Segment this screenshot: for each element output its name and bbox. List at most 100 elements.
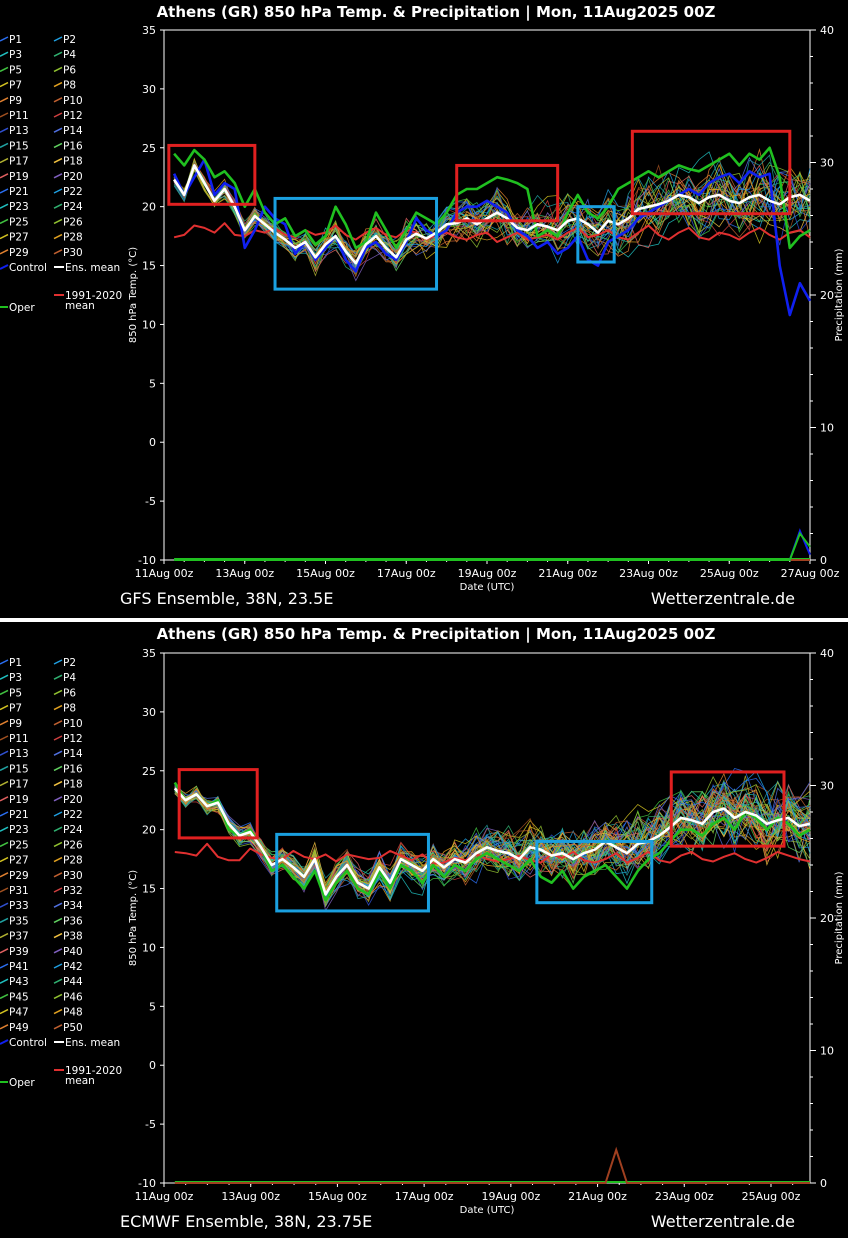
x-tick-label: 15Aug 00z xyxy=(296,567,355,580)
legend-swatch xyxy=(53,249,63,255)
legend-item: P14 xyxy=(63,125,83,137)
legend-swatch xyxy=(53,780,63,787)
annotation-box-5 xyxy=(630,129,792,216)
legend-item: P38 xyxy=(63,931,83,943)
legend-swatch xyxy=(0,233,9,240)
legend-swatch xyxy=(0,142,9,149)
legend-item: P37 xyxy=(9,931,29,943)
legend-item: P32 xyxy=(63,885,83,897)
legend-item: P1 xyxy=(9,34,22,46)
legend-swatch xyxy=(0,948,9,954)
legend-swatch xyxy=(53,112,63,118)
y-tick-label: 35 xyxy=(142,647,156,660)
legend-item: P29 xyxy=(9,870,29,882)
legend-item: P1 xyxy=(9,657,22,669)
legend-item: P50 xyxy=(63,1022,83,1034)
annotation-box-2 xyxy=(273,196,439,291)
legend-item: P47 xyxy=(9,1007,29,1019)
legend-swatch xyxy=(0,917,9,924)
legend-item: P5 xyxy=(9,687,22,699)
y-axis-label: 850 hPa Temp. (°C) xyxy=(128,870,139,966)
legend-ens-mean: Ens. mean xyxy=(65,262,120,274)
legend-swatch xyxy=(53,233,63,240)
legend-item: P21 xyxy=(9,186,29,198)
legend-item: P5 xyxy=(9,64,22,76)
legend-swatch xyxy=(53,127,63,133)
y-tick-label: 5 xyxy=(149,1000,156,1013)
legend-item: P25 xyxy=(9,216,29,228)
legend-swatch xyxy=(53,157,63,164)
legend-swatch xyxy=(0,720,9,726)
legend-item: P46 xyxy=(63,991,83,1003)
legend-item: P40 xyxy=(63,946,83,958)
legend-item: P30 xyxy=(63,870,83,882)
y-axis-label: 850 hPa Temp. (°C) xyxy=(128,247,139,343)
legend-swatch xyxy=(53,142,63,149)
legend-swatch xyxy=(53,81,63,88)
member-line-p29 xyxy=(173,164,811,271)
legend: P1 P2 P3 P4 P5 P6 P7 P8 P9 P10 P11 P12 P13 P14 P15 P16 P… xyxy=(0,657,122,1089)
climatology-mean-line xyxy=(173,222,811,243)
legend-clim-line1: 1991-2020 xyxy=(65,290,122,302)
legend-swatch xyxy=(53,917,63,924)
legend-clim-line2: mean xyxy=(65,1075,95,1087)
legend-swatch xyxy=(0,173,9,179)
legend-swatch xyxy=(0,218,9,225)
legend-clim-mean: 1991-2020 mean xyxy=(65,290,122,312)
y-tick-label: 0 xyxy=(149,1059,156,1072)
legend-item: P6 xyxy=(63,687,76,699)
y2-tick-label: 40 xyxy=(820,647,834,660)
legend-swatch xyxy=(0,81,9,88)
legend-swatch xyxy=(53,203,63,209)
legend-swatch xyxy=(0,856,9,863)
legend-item: P43 xyxy=(9,976,29,988)
legend-item: P36 xyxy=(63,915,83,927)
y-tick-label: 15 xyxy=(142,260,156,273)
legend-item: P28 xyxy=(63,232,83,244)
legend-swatch xyxy=(0,1024,9,1030)
legend-swatch xyxy=(0,780,9,787)
legend-swatch xyxy=(53,704,63,711)
legend-item: P48 xyxy=(63,1007,83,1019)
ensemble-members xyxy=(174,768,811,912)
legend-item: P24 xyxy=(63,201,83,213)
annotation-box-1 xyxy=(177,768,259,840)
legend-item: P29 xyxy=(9,247,29,259)
legend-swatch xyxy=(0,97,9,103)
footer-source: Wetterzentrale.de xyxy=(651,1212,795,1231)
legend-item: P26 xyxy=(63,839,83,851)
legend-swatch xyxy=(0,36,9,42)
legend-swatch xyxy=(0,1039,9,1045)
legend-swatch xyxy=(53,902,63,908)
legend-swatch xyxy=(53,750,63,756)
x-tick-label: 23Aug 00z xyxy=(655,1190,714,1203)
legend-swatch xyxy=(0,811,9,817)
legend-control: Control xyxy=(9,1037,47,1049)
x-tick-label: 19Aug 00z xyxy=(481,1190,540,1203)
legend-item: P16 xyxy=(63,763,83,775)
x-tick-label: 13Aug 00z xyxy=(215,567,274,580)
legend-swatch xyxy=(0,51,9,57)
chart-title: Athens (GR) 850 hPa Temp. & Precipitatio… xyxy=(157,625,716,644)
legend-oper: Oper xyxy=(9,302,35,314)
y-tick-label: 15 xyxy=(142,883,156,896)
x-tick-label: 25Aug 00z xyxy=(742,1190,801,1203)
legend-swatch xyxy=(0,249,9,255)
legend-swatch xyxy=(53,932,63,939)
gfs-chart: Athens (GR) 850 hPa Temp. & Precipitatio… xyxy=(0,3,845,608)
legend-swatch xyxy=(0,127,9,133)
ecmwf-chart-panel: Athens (GR) 850 hPa Temp. & Precipitatio… xyxy=(0,622,848,1238)
legend-item: P41 xyxy=(9,961,29,973)
precip-oper-line xyxy=(174,531,811,561)
legend-item: P7 xyxy=(9,80,22,92)
legend-swatch xyxy=(0,993,9,1000)
legend-item: P10 xyxy=(63,718,83,730)
member-line-p26 xyxy=(173,162,811,262)
x-tick-label: 23Aug 00z xyxy=(619,567,678,580)
legend-swatch xyxy=(53,872,63,878)
legend-swatch xyxy=(53,36,63,42)
legend-swatch xyxy=(53,856,63,863)
ensemble-mean-line xyxy=(173,787,811,896)
legend-item: P2 xyxy=(63,34,76,46)
x-tick-label: 11Aug 00z xyxy=(135,567,194,580)
